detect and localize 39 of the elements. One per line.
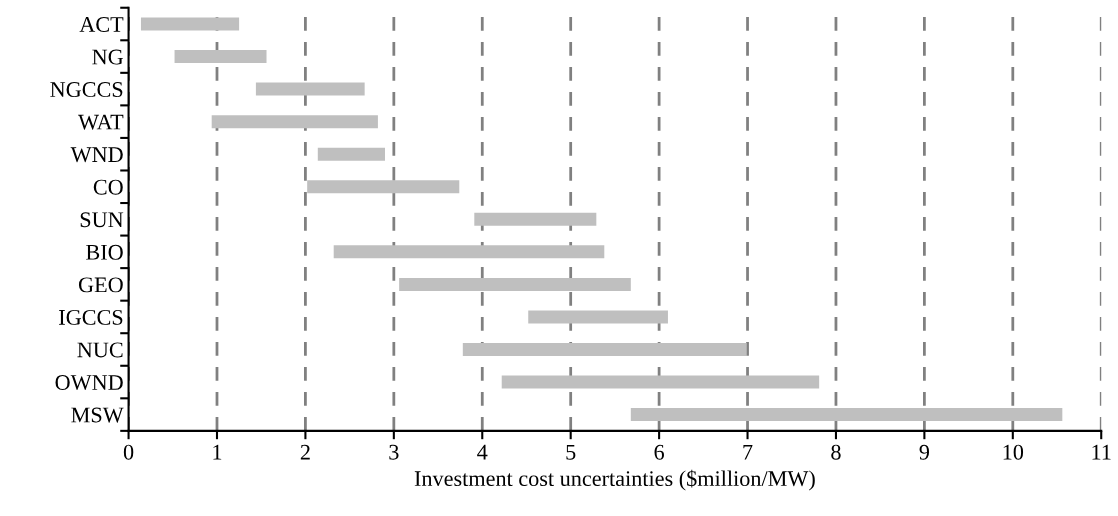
bar <box>399 277 631 291</box>
y-tick-label: NUC <box>77 342 123 358</box>
bar <box>307 180 460 194</box>
x-tick-label: 1 <box>213 444 222 460</box>
x-tick-label: 7 <box>743 444 753 460</box>
y-tick-label: ACT <box>79 17 124 32</box>
y-tick-label: CO <box>93 179 123 195</box>
bar <box>255 82 365 96</box>
bar <box>333 245 605 259</box>
bar <box>501 375 820 389</box>
x-tick-label: 2 <box>300 444 310 460</box>
x-tick-label: 3 <box>389 444 399 460</box>
bar <box>474 212 597 226</box>
y-tick-label: NG <box>92 49 124 65</box>
bar <box>462 342 747 356</box>
x-tick-label: 6 <box>654 444 664 460</box>
y-tick-label: NGCCS <box>50 82 123 98</box>
bar <box>174 50 267 64</box>
bar <box>630 408 1063 422</box>
y-tick-label: IGCCS <box>59 309 123 325</box>
bar <box>140 17 240 31</box>
x-tick-label: 8 <box>831 444 841 460</box>
x-tick-label: 9 <box>919 444 930 460</box>
x-tick-label: 0 <box>123 444 134 460</box>
x-tick-label: 4 <box>477 444 488 460</box>
x-axis-title: Investment cost uncertainties ($million/MW) <box>414 469 815 491</box>
x-tick-label: 10 <box>1003 444 1024 460</box>
x-tick-label: 5 <box>566 444 576 460</box>
y-tick-label: MSW <box>71 407 124 423</box>
y-tick-label: WAT <box>78 114 124 130</box>
y-tick-label: BIO <box>86 244 123 260</box>
bar <box>317 147 385 161</box>
y-tick-label: GEO <box>78 277 123 293</box>
y-tick-label: SUN <box>80 212 124 228</box>
bar <box>211 115 378 129</box>
bar <box>528 310 668 324</box>
x-tick-label: 11 <box>1092 444 1111 460</box>
y-tick-label: OWND <box>55 375 123 391</box>
y-tick-label: WND <box>70 147 123 163</box>
